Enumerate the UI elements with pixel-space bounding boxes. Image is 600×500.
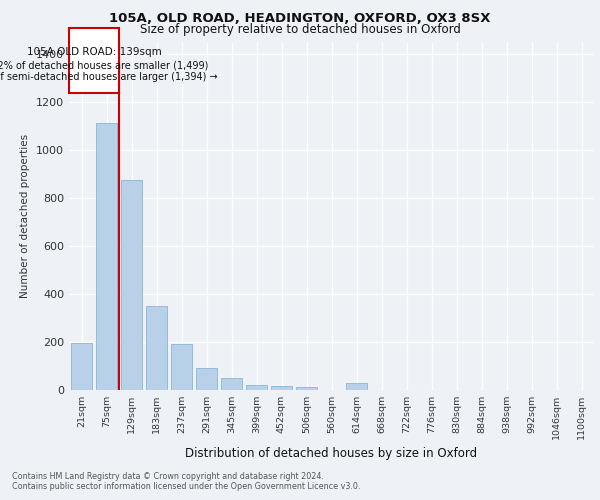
Bar (171, 344, 192, 390)
Text: 48% of semi-detached houses are larger (1,394) →: 48% of semi-detached houses are larger (… (0, 72, 218, 83)
Bar (146, 306, 167, 390)
Bar (71, 344, 92, 390)
Text: Contains HM Land Registry data © Crown copyright and database right 2024.: Contains HM Land Registry data © Crown c… (12, 472, 324, 481)
X-axis label: Distribution of detached houses by size in Oxford: Distribution of detached houses by size … (185, 448, 478, 460)
Bar (121, 180, 142, 390)
Text: Contains public sector information licensed under the Open Government Licence v3: Contains public sector information licen… (12, 482, 361, 491)
Text: Size of property relative to detached houses in Oxford: Size of property relative to detached ho… (140, 22, 460, 36)
Bar (96, 123, 117, 390)
Y-axis label: Number of detached properties: Number of detached properties (20, 134, 31, 298)
Bar (221, 378, 242, 390)
Bar (296, 386, 317, 390)
Bar (346, 383, 367, 390)
Bar (196, 368, 217, 390)
Bar (271, 386, 292, 390)
Text: 105A OLD ROAD: 139sqm: 105A OLD ROAD: 139sqm (26, 48, 161, 58)
Text: 105A, OLD ROAD, HEADINGTON, OXFORD, OX3 8SX: 105A, OLD ROAD, HEADINGTON, OXFORD, OX3 … (109, 12, 491, 26)
Text: ← 52% of detached houses are smaller (1,499): ← 52% of detached houses are smaller (1,… (0, 60, 208, 70)
Bar (246, 384, 267, 390)
FancyBboxPatch shape (69, 28, 119, 93)
